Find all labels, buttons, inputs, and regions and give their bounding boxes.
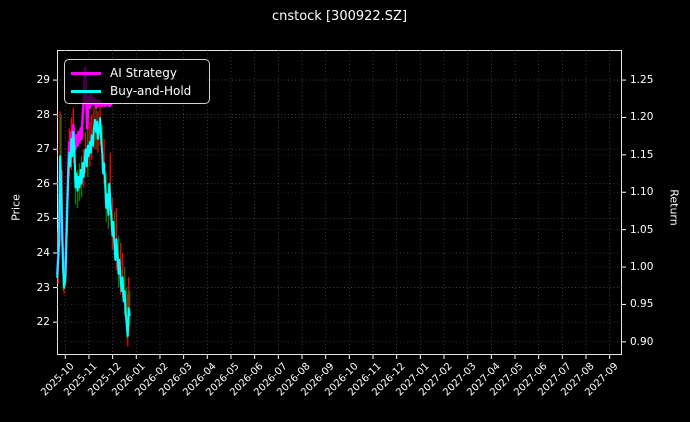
ai-strategy-line-swatch (71, 71, 101, 75)
return-tick-label: 1.00 (630, 261, 654, 274)
price-tick-label: 26 (36, 177, 50, 190)
return-tick-label: 1.05 (630, 223, 654, 236)
price-tick-label: 28 (36, 108, 50, 121)
buy-and-hold-line (56, 117, 131, 337)
return-tick-label: 1.10 (630, 186, 654, 199)
price-tick-label: 23 (36, 281, 50, 294)
return-tick-label: 1.25 (630, 74, 654, 87)
legend-label-ai-strategy: AI Strategy (110, 66, 177, 80)
buy-and-hold-line-swatch (71, 89, 101, 93)
price-tick-label: 29 (36, 74, 50, 87)
chart-title: cnstock [300922.SZ] (271, 9, 408, 24)
return-tick-label: 0.95 (630, 298, 654, 311)
legend: AI Strategy Buy-and-Hold (64, 59, 210, 104)
return-tick-label: 1.15 (630, 148, 654, 161)
price-tick-label: 24 (36, 246, 50, 259)
return-tick-label: 0.90 (630, 335, 654, 348)
price-tick-label: 25 (36, 212, 50, 225)
legend-label-buy-and-hold: Buy-and-Hold (110, 84, 192, 98)
return-tick-label: 1.20 (630, 111, 654, 124)
legend-item-buy-and-hold: Buy-and-Hold (71, 82, 201, 100)
legend-item-ai-strategy: AI Strategy (71, 64, 201, 82)
price-tick-label: 27 (36, 143, 50, 156)
price-tick-label: 22 (36, 316, 50, 329)
